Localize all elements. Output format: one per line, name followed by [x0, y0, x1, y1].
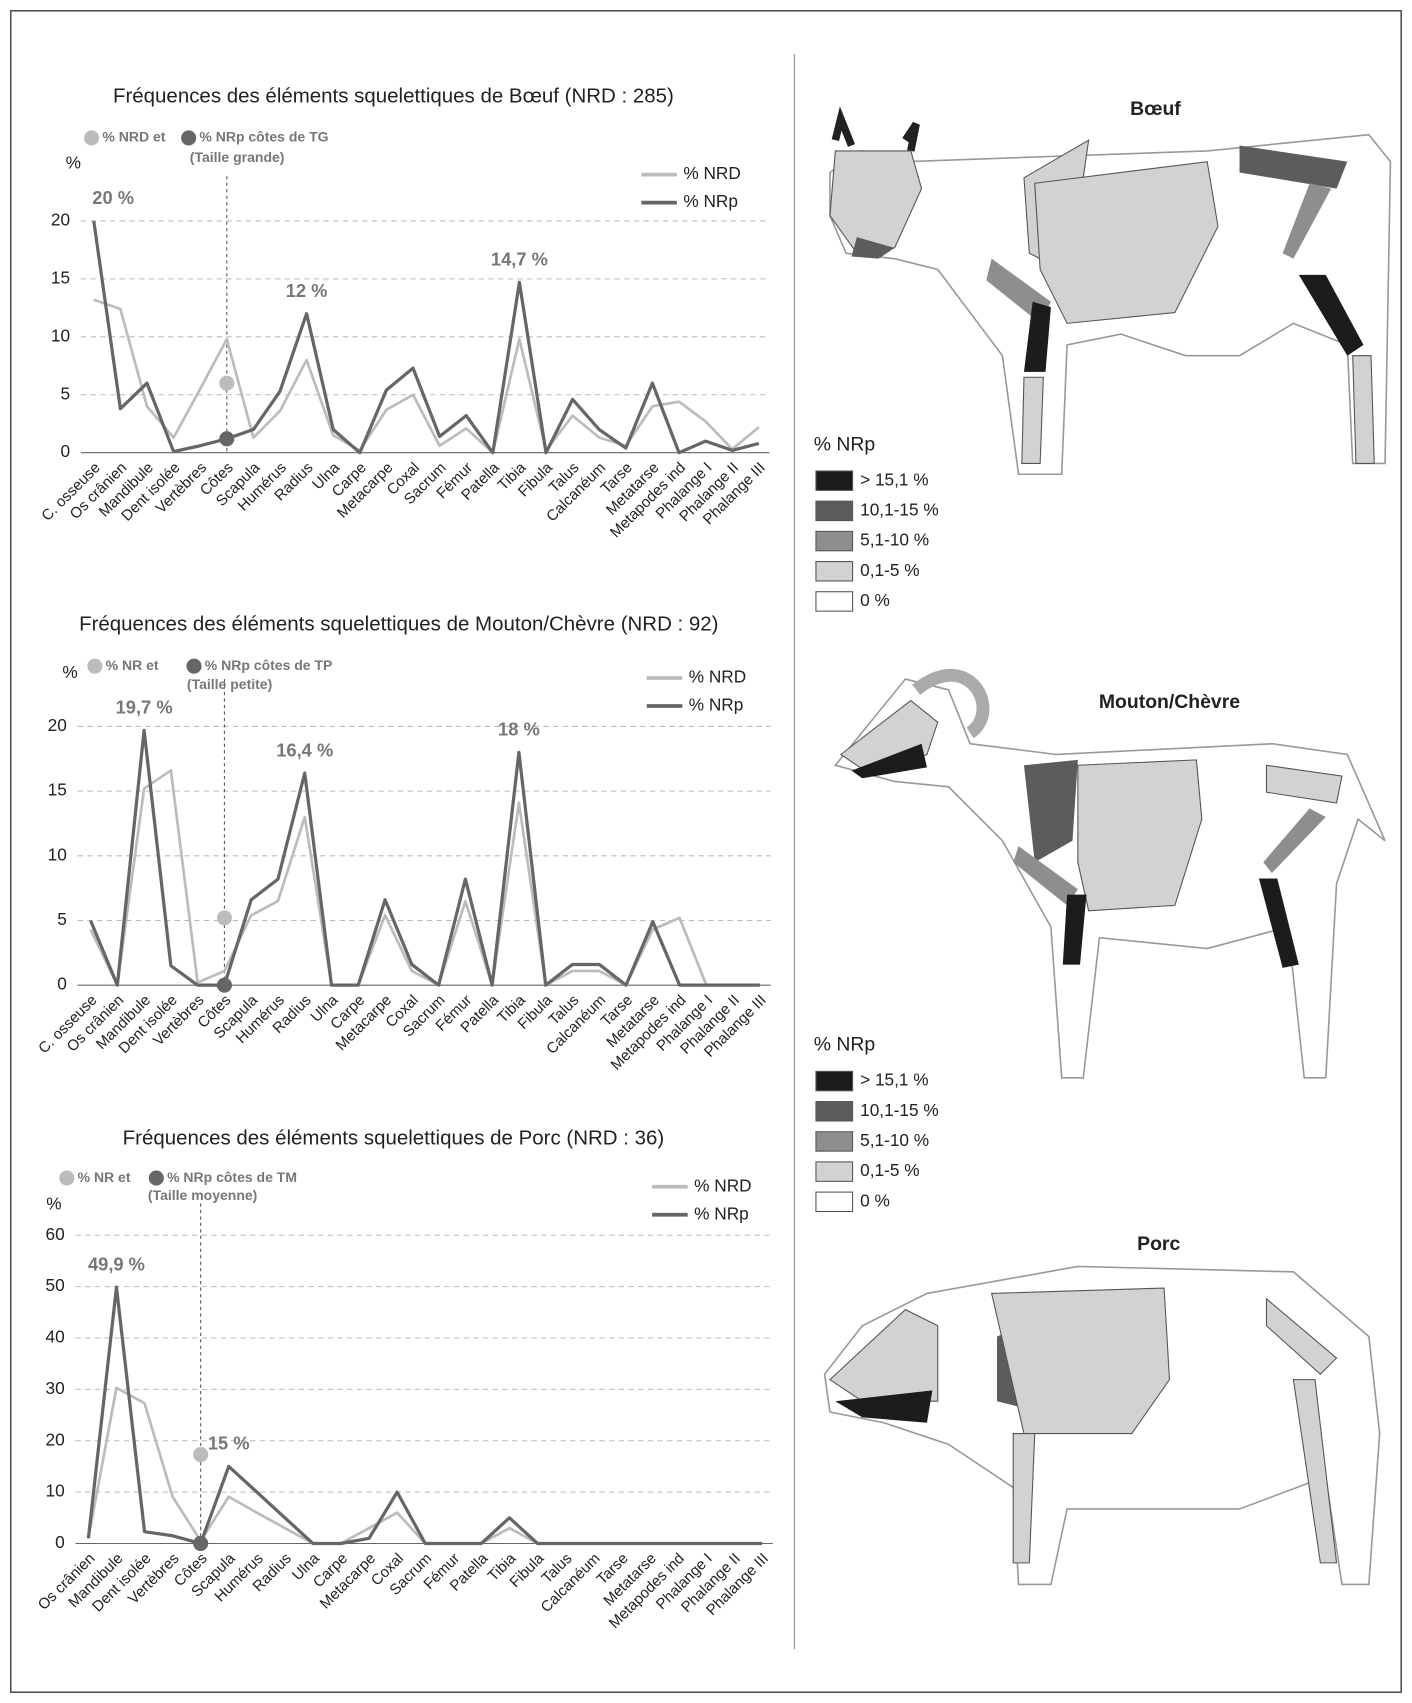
legend-title: % NRp [814, 433, 875, 455]
y-tick-label: 0 [60, 441, 70, 461]
y-tick-label: 30 [46, 1378, 65, 1398]
chart-title: Fréquences des éléments squelettiques de… [113, 84, 674, 107]
annotation-text: % NRp côtes de TP [205, 657, 333, 673]
legend-swatch [816, 531, 853, 550]
legend-label: 5,1-10 % [860, 530, 929, 550]
annotation-text: % NRD et [102, 129, 165, 145]
y-tick-label: 0 [55, 1532, 65, 1552]
legend-label: 10,1-15 % [860, 499, 939, 519]
legend-swatch [816, 1132, 853, 1151]
y-tick-label: 5 [57, 909, 67, 929]
legend-label: 0 % [860, 590, 890, 610]
value-label: 19,7 % [116, 697, 173, 718]
annotation-note: (Taille petite) [187, 676, 272, 692]
legend-swatch [816, 592, 853, 611]
legend-label: % NRD [689, 667, 746, 687]
legend-label: > 15,1 % [860, 1070, 929, 1090]
value-label: 20 % [92, 187, 134, 208]
annotation-dot [59, 1171, 74, 1186]
cow-metatarsus [1353, 356, 1375, 464]
value-label: 15 % [208, 1433, 250, 1454]
y-tick-label: 20 [51, 210, 70, 230]
legend-swatch [816, 1192, 853, 1211]
annotation-dot [87, 659, 102, 674]
y-axis-label: % [66, 152, 81, 172]
y-tick-label: 0 [57, 974, 67, 994]
annotation-text: % NRp côtes de TG [199, 129, 328, 145]
legend-label: 0,1-5 % [860, 1160, 919, 1180]
rib-point [219, 376, 234, 391]
legend-swatch [816, 1102, 853, 1121]
legend-swatch [816, 562, 853, 581]
annotation-text: % NR et [106, 657, 159, 673]
y-tick-label: 60 [46, 1224, 65, 1244]
rib-point [217, 910, 232, 925]
annotation-dot [84, 130, 99, 145]
legend-label: % NRp [689, 695, 744, 715]
y-tick-label: 50 [46, 1275, 65, 1295]
y-tick-label: 10 [46, 1481, 65, 1501]
legend-swatch [816, 1162, 853, 1181]
y-tick-label: 20 [46, 1429, 65, 1449]
value-label: 14,7 % [491, 249, 548, 270]
legend-label: 10,1-15 % [860, 1100, 939, 1120]
legend-label: 5,1-10 % [860, 1130, 929, 1150]
annotation-text: % NR et [78, 1169, 131, 1185]
chart-title: Fréquences des éléments squelettiques de… [79, 613, 718, 636]
legend-swatch [816, 501, 853, 520]
value-label: 16,4 % [276, 739, 333, 760]
value-label: 12 % [286, 280, 328, 301]
legend-title: % NRp [814, 1034, 875, 1056]
legend-label: 0,1-5 % [860, 560, 919, 580]
legend-label: % NRD [683, 163, 740, 183]
annotation-note: (Taille moyenne) [148, 1187, 257, 1203]
legend-label: % NRp [694, 1203, 749, 1223]
legend-swatch [816, 1071, 853, 1090]
annotation-text: % NRp côtes de TM [167, 1169, 297, 1185]
value-label: 49,9 % [88, 1253, 145, 1274]
y-tick-label: 10 [51, 325, 70, 345]
rib-point [193, 1536, 208, 1551]
annotation-dot [181, 130, 196, 145]
legend-label: % NRp [683, 191, 738, 211]
legend-label: > 15,1 % [860, 469, 929, 489]
figure: Fréquences des éléments squelettiques de… [0, 0, 1412, 1703]
chart-title: Fréquences des éléments squelettiques de… [123, 1127, 665, 1150]
annotation-dot [149, 1171, 164, 1186]
y-axis-label: % [62, 662, 77, 682]
legend-swatch [816, 471, 853, 490]
legend-label: 0 % [860, 1190, 890, 1210]
y-tick-label: 5 [60, 383, 70, 403]
y-tick-label: 15 [48, 780, 67, 800]
y-tick-label: 40 [46, 1327, 65, 1347]
cow-metacarpus [1022, 377, 1044, 463]
legend-label: % NRD [694, 1175, 751, 1195]
value-label: 18 % [498, 719, 540, 740]
animal-title: Porc [1137, 1233, 1180, 1255]
animal-title: Mouton/Chèvre [1099, 691, 1240, 713]
rib-point [217, 978, 232, 993]
y-tick-label: 10 [48, 844, 67, 864]
annotation-dot [186, 659, 201, 674]
y-tick-label: 20 [48, 715, 67, 735]
animal-title: Bœuf [1130, 98, 1181, 120]
annotation-note: (Taille grande) [190, 149, 285, 165]
y-axis-label: % [46, 1194, 61, 1214]
y-tick-label: 15 [51, 267, 70, 287]
rib-point [193, 1447, 208, 1462]
rib-point [219, 431, 234, 446]
